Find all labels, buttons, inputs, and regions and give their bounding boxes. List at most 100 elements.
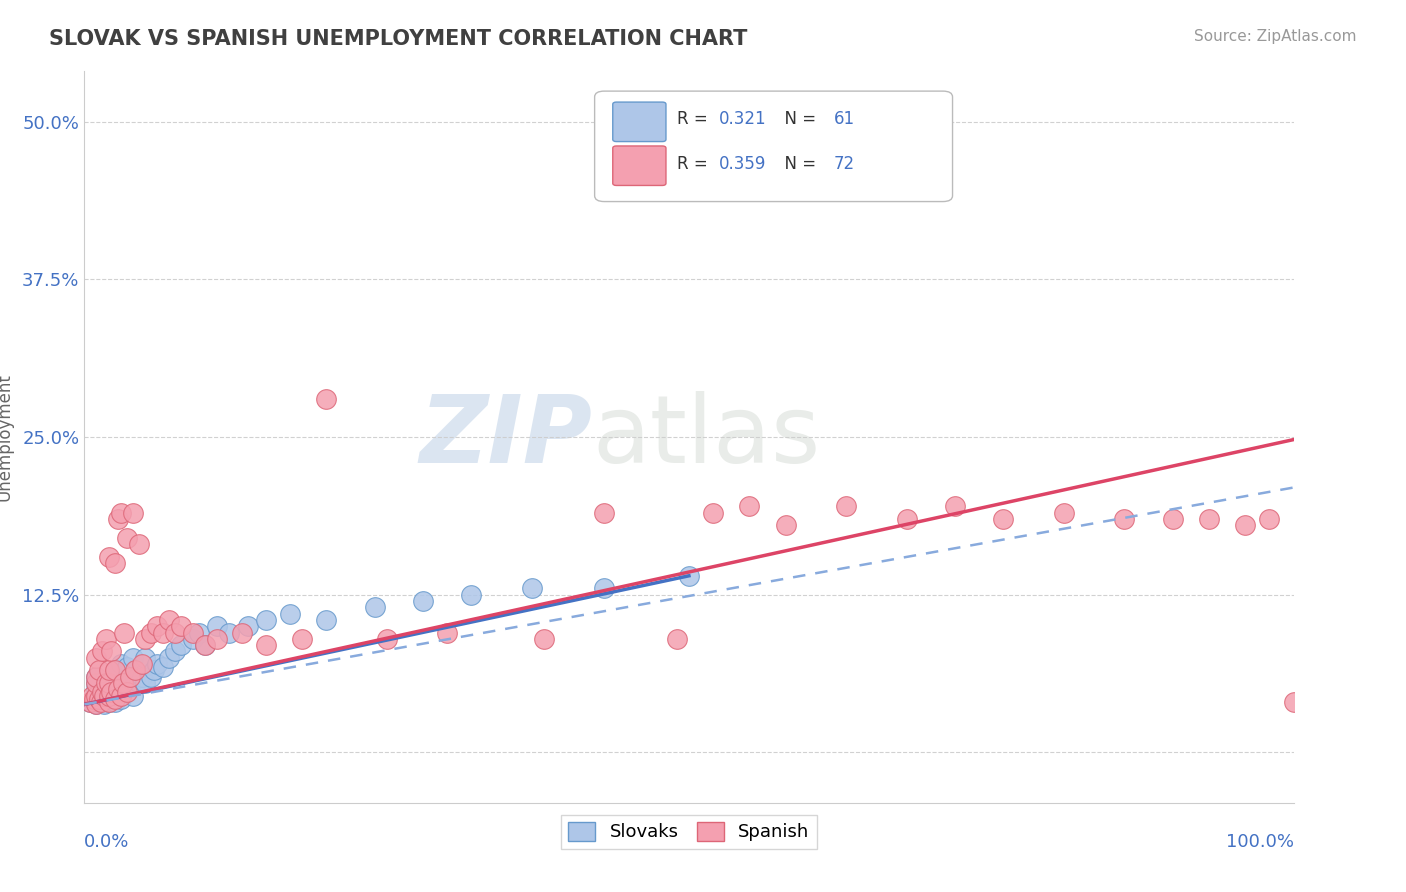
Point (121, 650, 143, 665)
Point (115, 685, 138, 699)
Text: Source: ZipAtlas.com: Source: ZipAtlas.com (1194, 29, 1357, 44)
Point (87, 664, 110, 678)
Point (315, 613, 337, 627)
Point (1198, 512, 1220, 526)
Point (83, 692, 105, 706)
Point (112, 680, 135, 694)
Point (110, 657, 132, 671)
Point (231, 625, 253, 640)
FancyBboxPatch shape (613, 146, 666, 186)
Point (236, 619, 259, 633)
Point (86, 682, 108, 697)
Point (170, 619, 193, 633)
Point (107, 512, 129, 526)
Point (100, 672, 122, 686)
Point (143, 664, 166, 678)
Point (110, 692, 132, 706)
Point (97, 676, 120, 690)
Point (181, 625, 204, 640)
Point (146, 619, 169, 633)
Point (112, 676, 135, 690)
Point (97, 689, 120, 703)
Point (112, 685, 135, 699)
Point (218, 625, 240, 640)
Point (128, 676, 150, 690)
Point (100, 644, 122, 658)
Point (194, 638, 217, 652)
Point (86, 689, 108, 703)
Text: 61: 61 (834, 110, 855, 128)
Point (157, 613, 180, 627)
Point (412, 594, 434, 608)
Point (152, 625, 174, 640)
Y-axis label: Unemployment: Unemployment (0, 373, 14, 501)
Text: N =: N = (773, 110, 821, 128)
Point (79, 695, 101, 709)
Point (124, 672, 146, 686)
Point (363, 600, 385, 615)
Point (104, 556, 127, 570)
Point (79, 695, 101, 709)
Point (128, 537, 150, 551)
Point (120, 676, 142, 690)
Point (124, 664, 146, 678)
Text: N =: N = (773, 155, 821, 173)
Point (152, 659, 174, 673)
Point (94, 676, 117, 690)
Point (104, 685, 127, 699)
Point (94, 632, 117, 646)
Legend: Slovaks, Spanish: Slovaks, Spanish (561, 814, 817, 848)
Point (278, 607, 301, 621)
Point (775, 518, 797, 533)
Point (1282, 695, 1305, 709)
Point (1258, 512, 1281, 526)
Point (97, 682, 120, 697)
Point (104, 695, 127, 709)
Point (139, 670, 162, 684)
Point (1053, 506, 1076, 520)
Point (104, 664, 127, 678)
Point (436, 625, 458, 640)
Point (90, 695, 112, 709)
Point (165, 625, 187, 640)
Point (139, 625, 162, 640)
Point (91, 685, 114, 699)
Point (91, 644, 114, 658)
Point (93, 689, 115, 703)
Point (170, 638, 193, 652)
Point (188, 625, 211, 640)
Text: atlas: atlas (592, 391, 821, 483)
Point (97, 549, 120, 564)
Point (835, 500, 858, 514)
Point (110, 506, 132, 520)
Point (134, 650, 156, 665)
Point (104, 664, 127, 678)
Point (115, 659, 138, 673)
Point (107, 682, 129, 697)
Point (254, 613, 277, 627)
Point (993, 512, 1015, 526)
Point (90, 692, 112, 706)
Text: ZIP: ZIP (419, 391, 592, 483)
Text: 100.0%: 100.0% (1226, 833, 1294, 851)
Point (207, 632, 229, 646)
Point (115, 682, 138, 697)
Point (702, 506, 724, 520)
Point (97, 664, 120, 678)
Point (134, 632, 156, 646)
Point (896, 512, 918, 526)
Point (94, 685, 117, 699)
Point (86, 650, 108, 665)
Point (97, 689, 120, 703)
Text: SLOVAK VS SPANISH UNEMPLOYMENT CORRELATION CHART: SLOVAK VS SPANISH UNEMPLOYMENT CORRELATI… (49, 29, 748, 48)
Point (207, 619, 229, 633)
Point (104, 692, 127, 706)
Point (460, 588, 482, 602)
Point (93, 698, 115, 712)
Point (87, 692, 110, 706)
Point (86, 689, 108, 703)
Point (94, 689, 117, 703)
Point (593, 582, 616, 596)
Point (665, 632, 688, 646)
Point (97, 695, 120, 709)
